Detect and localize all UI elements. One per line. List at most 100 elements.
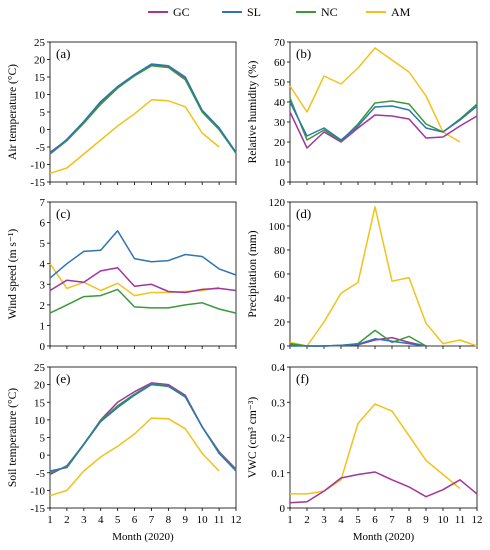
legend: GC SL NC AM xyxy=(148,5,411,19)
y-axis-label: Precipitation (mm) xyxy=(247,230,259,317)
y-tick-label: 0 xyxy=(40,450,46,462)
y-tick-label: 80 xyxy=(274,245,286,257)
y-tick-label: 25 xyxy=(34,362,46,374)
plot-frame xyxy=(289,41,478,183)
y-tick-label: 6 xyxy=(40,218,46,230)
y-tick-label: 7 xyxy=(40,197,46,209)
panel-label: (f) xyxy=(296,371,309,386)
x-tick-label: 5 xyxy=(355,514,361,526)
x-tick-label: 8 xyxy=(166,514,172,526)
y-tick-label: 15 xyxy=(34,397,46,409)
y-tick-label: 20 xyxy=(274,137,286,149)
y-axis-label: Wind speed (m s⁻¹) xyxy=(7,229,19,320)
x-tick-label: 4 xyxy=(338,514,344,526)
x-tick-label: 12 xyxy=(231,514,242,526)
y-tick-label: 15 xyxy=(34,72,46,84)
x-axis-label: Month (2020) xyxy=(112,531,174,543)
series-line-am xyxy=(289,47,461,143)
x-tick-label: 10 xyxy=(197,514,209,526)
y-tick-label: 30 xyxy=(274,117,286,129)
y-axis-label: Air temperature (°C) xyxy=(7,64,19,160)
y-tick-label: 120 xyxy=(269,197,286,209)
y-tick-label: 100 xyxy=(269,221,286,233)
series-line-gc xyxy=(49,382,237,476)
y-axis-label: VWC (cm³ cm⁻³) xyxy=(247,397,259,478)
legend-label-sl: SL xyxy=(247,5,261,19)
series-line-gc xyxy=(49,267,237,294)
x-tick-label: 6 xyxy=(132,514,138,526)
x-tick-label: 9 xyxy=(183,514,189,526)
plot-frame xyxy=(289,201,478,347)
y-axis-label: Relative humidity (%) xyxy=(247,60,259,163)
x-tick-label: 1 xyxy=(287,514,293,526)
y-tick-label: 10 xyxy=(34,90,46,102)
y-tick-label: 2 xyxy=(40,300,46,312)
panel-label: (d) xyxy=(296,206,311,221)
series-line-gc xyxy=(289,111,478,149)
series-line-sl xyxy=(289,101,478,141)
x-tick-label: 11 xyxy=(455,514,466,526)
y-tick-label: 0.3 xyxy=(271,397,285,409)
legend-label-nc: NC xyxy=(321,5,338,19)
y-tick-label: -15 xyxy=(30,503,45,515)
series-line-sl xyxy=(49,63,237,154)
plot-frame xyxy=(49,41,237,183)
series-line-nc xyxy=(49,65,237,155)
y-tick-label: 20 xyxy=(34,55,46,67)
y-tick-label: 5 xyxy=(40,107,46,119)
y-tick-label: 70 xyxy=(274,37,286,49)
series-line-am xyxy=(49,99,220,175)
y-tick-label: 20 xyxy=(34,380,46,392)
y-tick-label: 10 xyxy=(274,157,286,169)
panel-label: (b) xyxy=(296,46,311,61)
y-tick-label: 0 xyxy=(40,341,46,353)
x-tick-label: 10 xyxy=(438,514,450,526)
legend-label-gc: GC xyxy=(173,5,190,19)
x-tick-label: 8 xyxy=(406,514,412,526)
y-axis-label: Soil temperature (°C) xyxy=(7,388,19,487)
y-tick-label: 0 xyxy=(280,503,286,515)
panel-c: 0 1 2 3 4 5 6 7 Wind speed (m s⁻¹) (c) xyxy=(7,197,237,353)
x-tick-label: 9 xyxy=(423,514,429,526)
y-tick-label: 4 xyxy=(40,259,46,271)
series-line-am xyxy=(290,403,461,495)
y-tick-label: 0.1 xyxy=(271,468,285,480)
y-tick-label: 20 xyxy=(274,317,286,329)
y-tick-label: 40 xyxy=(274,293,286,305)
panel-label: (c) xyxy=(56,206,70,221)
panel-b: 0 10 20 30 40 50 60 70 Relative humidity (%) (b) xyxy=(247,37,478,189)
x-tick-label: 7 xyxy=(149,514,155,526)
y-tick-label: 5 xyxy=(40,238,46,250)
plot-frame xyxy=(49,201,237,347)
x-tick-label: 7 xyxy=(389,514,395,526)
series-line-gc xyxy=(289,471,478,504)
y-tick-label: -5 xyxy=(36,142,46,154)
series-line-am xyxy=(289,206,478,347)
y-tick-label: -15 xyxy=(30,177,45,189)
y-tick-label: -10 xyxy=(30,485,45,497)
y-tick-label: 0 xyxy=(280,341,286,353)
y-tick-label: -5 xyxy=(36,468,46,480)
y-tick-label: 50 xyxy=(274,77,286,89)
y-tick-label: 0 xyxy=(40,125,46,137)
y-tick-label: 0 xyxy=(280,177,286,189)
legend-label-am: AM xyxy=(391,5,411,19)
series-line-am xyxy=(49,417,220,497)
y-tick-label: -10 xyxy=(30,160,45,172)
x-tick-label: 1 xyxy=(47,514,53,526)
y-tick-label: 60 xyxy=(274,269,286,281)
x-tick-label: 11 xyxy=(214,514,225,526)
y-tick-label: 25 xyxy=(34,37,46,49)
y-tick-label: 1 xyxy=(40,320,46,332)
x-tick-label: 3 xyxy=(81,514,87,526)
series-line-sl xyxy=(49,383,237,472)
x-tick-label: 12 xyxy=(472,514,483,526)
y-tick-label: 3 xyxy=(40,279,46,291)
y-tick-label: 5 xyxy=(40,433,46,445)
y-tick-label: 10 xyxy=(34,415,46,427)
y-tick-label: 0.2 xyxy=(271,433,285,445)
series-line-gc xyxy=(49,64,237,153)
x-tick-label: 2 xyxy=(304,514,310,526)
